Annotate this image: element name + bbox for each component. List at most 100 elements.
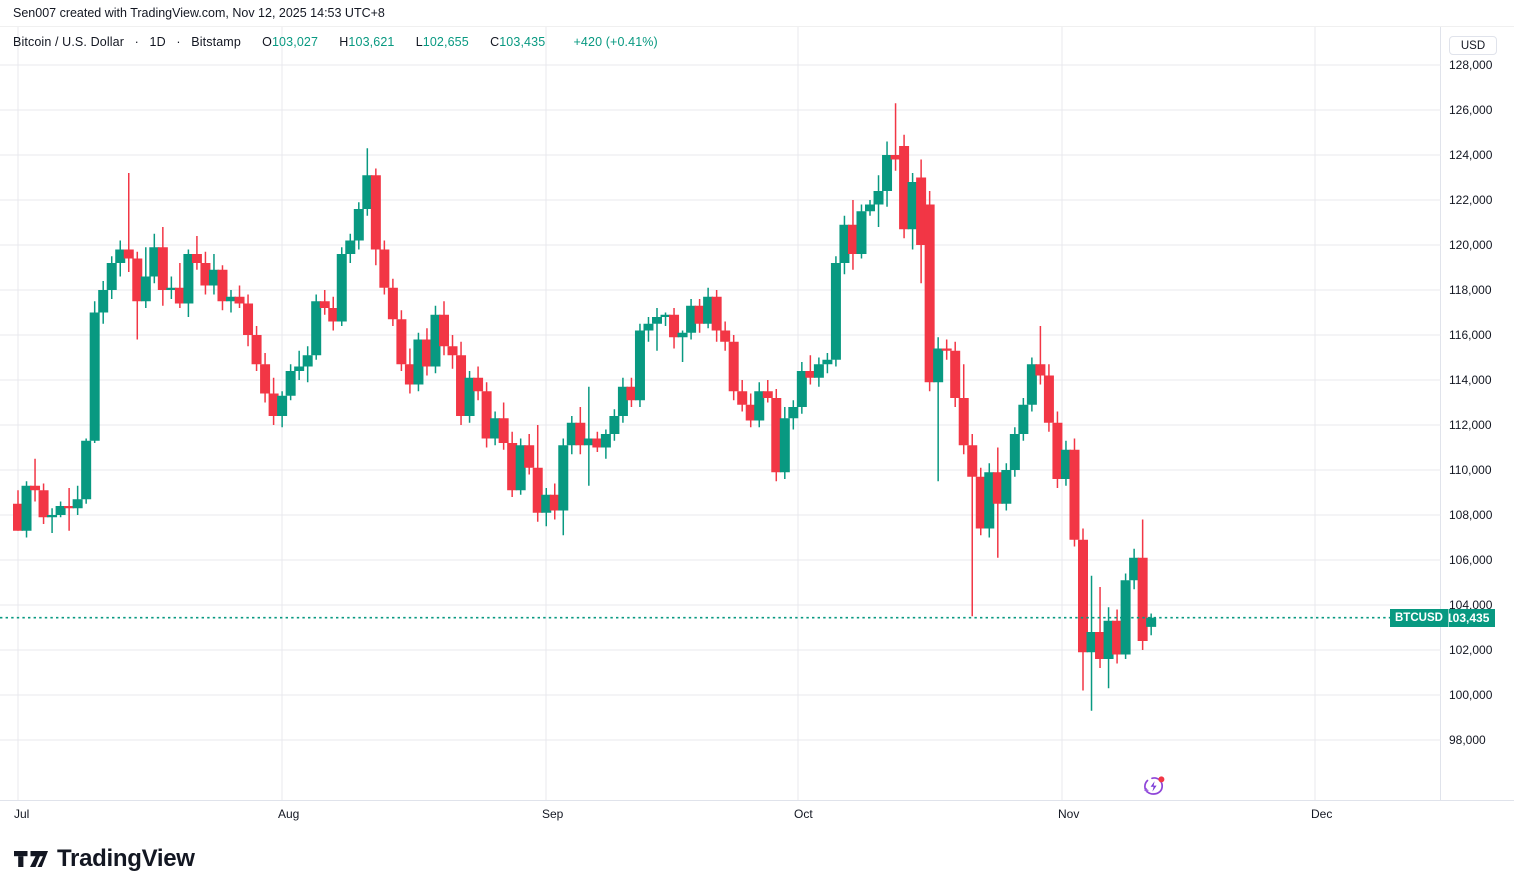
candle (1035, 326, 1046, 385)
candle-body (277, 395, 288, 416)
candle (847, 200, 858, 270)
candle-body (260, 364, 271, 394)
candle (55, 501, 66, 518)
price-tick-label: 120,000 (1449, 238, 1493, 252)
vertical-gridlines (17, 27, 1316, 800)
candle-body (1078, 539, 1088, 653)
current-price-value: 103,435 (1446, 610, 1490, 625)
candle (558, 438, 569, 536)
candle-body (473, 377, 484, 392)
candle-body (328, 308, 339, 322)
candle-body (788, 407, 799, 419)
candle-body (166, 287, 177, 290)
candle-body (1018, 404, 1029, 434)
candle (984, 463, 995, 538)
candle (1001, 463, 1012, 511)
legend-open-label: O (262, 35, 272, 49)
candle-body (98, 290, 109, 313)
candle-body (600, 434, 611, 448)
candle-body (362, 175, 373, 209)
candle-body (558, 445, 569, 511)
candle-body (796, 371, 807, 407)
tradingview-wordmark: TradingView (57, 845, 195, 872)
candle (890, 103, 901, 171)
candle-body (975, 476, 986, 529)
chart-legend[interactable]: Bitcoin / U.S. Dollar · 1D · Bitstamp O1… (13, 35, 658, 49)
candle-body (609, 416, 620, 434)
candle (882, 141, 893, 207)
candle-body (779, 418, 790, 473)
time-scale[interactable]: Jul Aug Sep Oct Nov Dec (0, 800, 1514, 830)
price-tick-label: 118,000 (1449, 283, 1492, 297)
price-tick-label: 124,000 (1449, 148, 1493, 162)
candle (796, 362, 807, 414)
candle-body (311, 301, 322, 356)
ai-spark-icon[interactable] (1140, 772, 1168, 800)
candle-body (319, 301, 330, 308)
candle (652, 308, 662, 351)
candle (89, 301, 100, 443)
candle (430, 305, 441, 374)
candle (967, 434, 978, 617)
candle (404, 348, 415, 394)
legend-symbol[interactable]: Bitcoin / U.S. Dollar (13, 35, 124, 49)
candle (1069, 438, 1080, 547)
candle (234, 285, 245, 308)
attribution-bar: Sen007 created with TradingView.com, Nov… (0, 0, 1514, 27)
candle-body (1129, 557, 1140, 581)
candle-body (1043, 375, 1054, 423)
legend-exchange[interactable]: Bitstamp (191, 35, 241, 49)
candle-body (413, 339, 424, 385)
candle (788, 400, 799, 430)
candle (447, 335, 458, 369)
candle-body (958, 398, 969, 446)
candle (370, 168, 381, 266)
price-scale[interactable]: USD 128,000 126,000 124,000 122,000 120,000 1… (1441, 27, 1514, 800)
chart-pane[interactable]: Bitcoin / U.S. Dollar · 1D · Bitstamp O1… (0, 27, 1441, 800)
candle (490, 411, 501, 446)
candle-body (456, 355, 467, 416)
candle (336, 247, 347, 326)
candle (456, 341, 467, 425)
candle-body (55, 506, 66, 515)
candle-body (72, 499, 83, 509)
candle-body (64, 506, 75, 509)
candle (856, 204, 867, 259)
candle (260, 353, 271, 403)
currency-badge[interactable]: USD (1449, 36, 1497, 55)
candle-body (549, 494, 560, 511)
candle (345, 233, 356, 263)
candle (515, 438, 526, 495)
candle-body (652, 317, 662, 324)
candlestick-canvas[interactable] (0, 27, 1441, 800)
candle-body (916, 177, 927, 245)
candle-body (933, 348, 944, 383)
candle-body (234, 296, 245, 304)
price-tick-label: 110,000 (1449, 463, 1492, 477)
candle-body (251, 335, 262, 365)
candle (1146, 613, 1157, 636)
candle (1060, 440, 1071, 486)
candle-body (345, 240, 356, 254)
time-tick-label: Aug (278, 807, 300, 821)
candle-body (865, 204, 875, 212)
candle-body (924, 204, 935, 383)
candle-body (728, 341, 739, 392)
candle (1137, 519, 1148, 650)
candle (643, 317, 654, 342)
price-tick-label: 126,000 (1449, 103, 1493, 117)
price-tick-label: 108,000 (1449, 508, 1493, 522)
candle (1120, 573, 1131, 659)
candle-body (669, 314, 680, 338)
candle-body (532, 467, 543, 513)
candle-body (439, 314, 449, 347)
candle (626, 377, 637, 407)
legend-change: +420 (+0.41%) (573, 35, 658, 49)
candle-body (592, 438, 603, 448)
candle-body (941, 348, 952, 351)
candle-body (1060, 449, 1071, 479)
candle-body (1069, 449, 1080, 540)
candle-body (711, 296, 722, 331)
legend-interval[interactable]: 1D (149, 35, 166, 49)
candle (498, 402, 509, 450)
